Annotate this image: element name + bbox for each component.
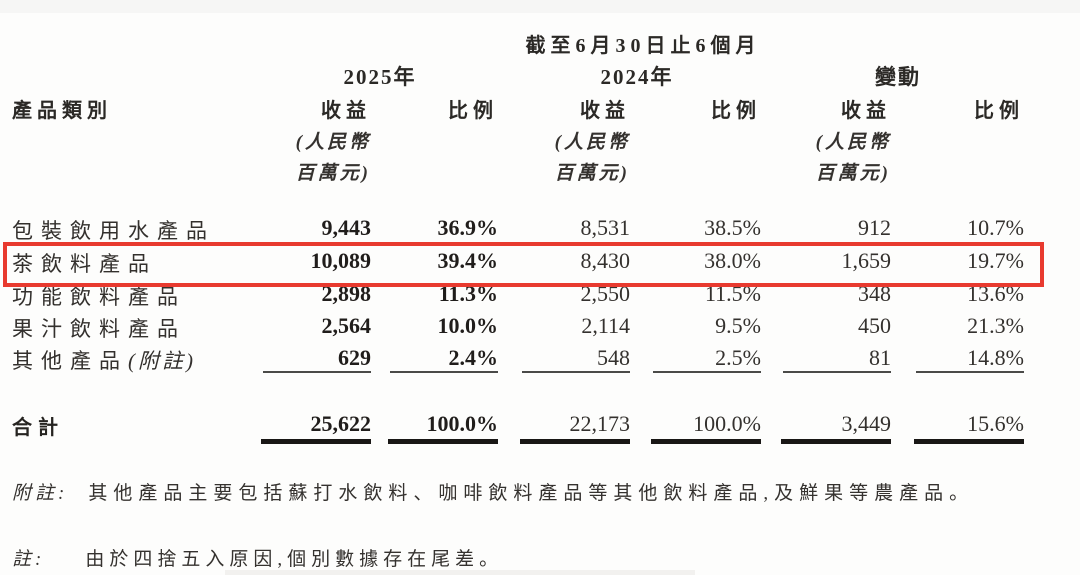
cell-other-chg-rev: 81 xyxy=(869,345,891,370)
viewer-top-strip xyxy=(0,0,1080,13)
cell-other-chg-pct: 14.8% xyxy=(967,345,1024,370)
currency-note-2025-line1: (人民幣 xyxy=(295,132,371,153)
currency-note-change-line1: (人民幣 xyxy=(815,132,891,153)
cell-other-pct2024: 2.5% xyxy=(715,345,761,370)
row-label-tea-beverage: 茶飲料產品 xyxy=(12,252,157,276)
row-label-other-products-note-ref: (附註) xyxy=(128,349,196,373)
period-header: 截至6月30日止6個月 xyxy=(525,35,761,57)
header-ratio-2025: 比例 xyxy=(448,100,498,122)
cell-juice-chg-pct: 21.3% xyxy=(967,313,1024,338)
total-rule xyxy=(651,439,761,444)
column-rule xyxy=(916,371,1024,373)
cell-packaged-water-rev2025: 9,443 xyxy=(321,215,372,240)
cell-tea-chg-rev: 1,659 xyxy=(841,248,892,273)
header-revenue-change: 收益 xyxy=(841,100,891,122)
highlight-annotation-box xyxy=(3,242,1044,287)
header-revenue-2024: 收益 xyxy=(580,100,630,122)
cell-total-pct2025: 100.0% xyxy=(426,411,499,436)
currency-note-2024-line2: 百萬元) xyxy=(554,163,630,184)
cell-tea-chg-pct: 19.7% xyxy=(967,248,1024,273)
cell-packaged-water-chg-rev: 912 xyxy=(858,215,891,240)
cell-tea-rev2025: 10,089 xyxy=(310,248,372,273)
cell-total-rev2024: 22,173 xyxy=(569,411,631,436)
total-row-label: 合計 xyxy=(12,417,64,439)
header-revenue-2025: 收益 xyxy=(321,100,371,122)
cell-juice-pct2025: 10.0% xyxy=(437,313,499,338)
cell-juice-pct2024: 9.5% xyxy=(715,313,761,338)
footnote-text: 其他產品主要包括蘇打水飲料、咖啡飲料產品等其他飲料產品,及鮮果等農產品。 xyxy=(88,483,975,504)
category-column-header: 產品類別 xyxy=(12,100,112,122)
cell-juice-rev2025: 2,564 xyxy=(321,313,372,338)
column-rule xyxy=(783,371,891,373)
cell-total-chg-rev: 3,449 xyxy=(841,411,892,436)
cell-tea-rev2024: 8,430 xyxy=(580,248,631,273)
total-rule xyxy=(914,439,1024,444)
column-rule xyxy=(653,371,761,373)
cell-other-rev2025: 629 xyxy=(338,345,371,370)
cell-other-pct2025: 2.4% xyxy=(448,345,499,370)
cell-packaged-water-chg-pct: 10.7% xyxy=(967,215,1024,240)
currency-note-2024-line1: (人民幣 xyxy=(554,132,630,153)
column-group-change: 變動 xyxy=(875,65,921,89)
row-label-functional-beverage: 功能飲料產品 xyxy=(12,285,186,309)
row-label-packaged-water: 包裝飲用水產品 xyxy=(12,219,215,243)
cell-total-chg-pct: 15.6% xyxy=(967,411,1024,436)
column-rule xyxy=(522,371,630,373)
column-group-2024: 2024年 xyxy=(600,65,674,89)
column-rule xyxy=(390,371,498,373)
cell-juice-rev2024: 2,114 xyxy=(581,313,630,338)
footnote-rounding: 註: 由於四捨五入原因,個別數據存在尾差。 xyxy=(12,544,503,571)
cell-tea-pct2025: 39.4% xyxy=(437,248,499,273)
currency-note-2025-line2: 百萬元) xyxy=(295,163,371,184)
header-ratio-change: 比例 xyxy=(974,100,1024,122)
footnote-label: 附註: xyxy=(12,483,69,504)
cell-tea-pct2024: 38.0% xyxy=(704,248,761,273)
footnote-other-products: 附註: 其他產品主要包括蘇打水飲料、咖啡飲料產品等其他飲料產品,及鮮果等農產品。 xyxy=(12,478,974,505)
cell-total-rev2025: 25,622 xyxy=(310,411,372,436)
cell-total-pct2024: 100.0% xyxy=(693,411,761,436)
row-label-juice-beverage: 果汁飲料產品 xyxy=(12,317,186,341)
header-ratio-2024: 比例 xyxy=(711,100,761,122)
cell-packaged-water-pct2025: 36.9% xyxy=(437,215,499,240)
currency-note-change-line2: 百萬元) xyxy=(815,163,891,184)
cell-packaged-water-pct2024: 38.5% xyxy=(704,215,761,240)
column-group-2025: 2025年 xyxy=(343,65,417,89)
bottom-edge-artifact xyxy=(225,570,695,575)
cell-packaged-water-rev2024: 8,531 xyxy=(580,215,631,240)
footnote-label: 註: xyxy=(12,549,46,570)
row-label-other-products-text: 其他產品 xyxy=(12,349,128,373)
total-rule xyxy=(520,439,630,444)
total-rule xyxy=(388,439,498,444)
cell-juice-chg-rev: 450 xyxy=(858,313,891,338)
cell-other-rev2024: 548 xyxy=(597,345,630,370)
total-rule xyxy=(781,439,891,444)
total-rule xyxy=(261,439,371,444)
footnote-text: 由於四捨五入原因,個別數據存在尾差。 xyxy=(85,549,504,570)
column-rule xyxy=(263,371,371,373)
row-label-other-products: 其他產品(附註) xyxy=(12,345,196,375)
